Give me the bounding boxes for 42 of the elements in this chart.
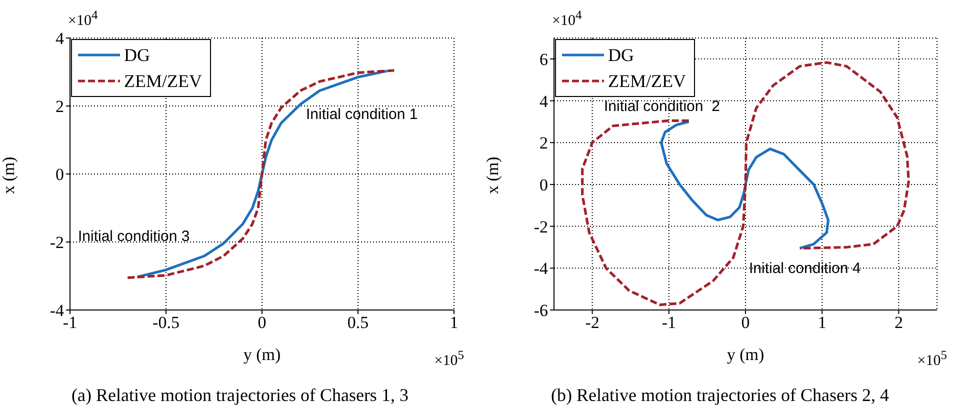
x-tick-label: -1 [662, 313, 676, 332]
text: (a) Relative motion trajectories of Chasers 1, 3 [70, 385, 410, 406]
y-tick-label: -6 [534, 301, 548, 320]
annotation: Initial condition 3 [78, 228, 190, 245]
legend-label: ZEM/ZEV [608, 70, 686, 93]
y-tick-label: -2 [50, 233, 64, 252]
text: (b) Relative motion trajectories of Chasers 2, 4 [550, 385, 890, 406]
legend-label: DG [124, 44, 150, 67]
x-tick-label: -1 [62, 313, 78, 332]
y-tick-label: 0 [56, 165, 64, 184]
line-series [660, 120, 830, 250]
annotation: Initial condition 2 [604, 98, 720, 115]
y-tick-label: -4 [534, 259, 548, 278]
x-axis-title: y (m) [726, 345, 764, 364]
x-tick-label: -2 [585, 313, 600, 332]
x-tick-label: 2 [894, 313, 903, 332]
x-tick-label: 1 [818, 313, 826, 332]
y-tick-label: -2 [534, 217, 548, 236]
y-tick-label: 4 [56, 29, 64, 48]
x-tick-label: 0 [258, 313, 266, 332]
legend-label: DG [608, 44, 634, 67]
line-series [581, 61, 910, 306]
y-tick-label: 6 [540, 50, 548, 69]
x-axis-title: y (m) [243, 345, 281, 364]
x-tick-label: 0.5 [347, 313, 369, 332]
x-tick-label: -0.5 [152, 313, 180, 332]
y-tick-label: 4 [540, 92, 548, 111]
annotation: Initial condition 4 [749, 260, 861, 277]
legend-label: ZEM/ZEV [124, 70, 202, 93]
text: ×10$^{5}$ [917, 348, 947, 370]
y-axis-title: x (m) [483, 156, 502, 194]
x-tick-label: 1 [450, 313, 458, 332]
annotation: Initial condition 1 [306, 106, 418, 123]
y-tick-label: 2 [56, 97, 64, 116]
text: ×10$^{4}$ [552, 8, 582, 30]
text: ×10$^{5}$ [434, 348, 464, 370]
y-tick-label: 2 [540, 134, 548, 153]
y-axis-title: x (m) [0, 156, 18, 194]
x-tick-label: 0 [741, 313, 750, 332]
text: ×10$^{4}$ [68, 8, 98, 30]
y-tick-label: -4 [50, 301, 64, 320]
y-tick-label: 0 [540, 175, 548, 194]
